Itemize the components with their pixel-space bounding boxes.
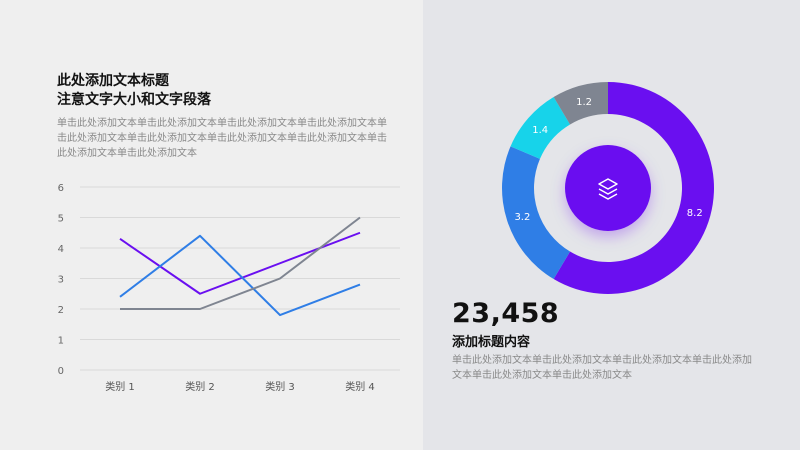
center-circle — [565, 145, 651, 231]
layers-icon-top — [598, 178, 618, 190]
y-tick-label: 5 — [58, 214, 64, 225]
x-tick-label: 类别 1 — [105, 380, 135, 393]
donut-slice-4 — [553, 82, 608, 125]
stat-value: 23,458 — [452, 298, 560, 329]
y-tick-label: 2 — [58, 305, 64, 316]
y-tick-label: 1 — [58, 336, 64, 347]
stat-title: 添加标题内容 — [452, 335, 531, 350]
series-line-1 — [119, 231, 361, 295]
series-line-2 — [119, 234, 361, 317]
layers-icon — [598, 178, 618, 200]
y-tick-label: 4 — [58, 244, 64, 255]
donut-slice-2 — [502, 146, 571, 279]
donut-chart: 8.2 3.2 1.4 1.2 — [502, 82, 714, 294]
slice-label: 8.2 — [687, 208, 703, 219]
left-panel — [0, 0, 423, 450]
series-line-3 — [120, 216, 361, 310]
x-tick-label: 类别 4 — [345, 380, 375, 393]
y-tick-label: 6 — [58, 183, 64, 194]
donut-slice-3 — [510, 97, 571, 159]
x-tick-label: 类别 2 — [185, 380, 215, 393]
y-tick-label: 0 — [58, 366, 64, 377]
title-line-2: 注意文字大小和文字段落 — [57, 92, 211, 108]
x-tick-label: 类别 3 — [265, 380, 295, 393]
y-tick-label: 3 — [58, 275, 64, 286]
slice-label: 3.2 — [514, 212, 530, 223]
stat-description: 单击此处添加文本单击此处添加文本单击此处添加文本单击此处添加文本单击此处添加文本… — [452, 355, 752, 381]
line-chart: 0 1 2 3 4 5 6 类别 1 类别 2 类别 3 类别 4 — [58, 183, 400, 393]
donut-slice-1 — [553, 82, 714, 294]
page-title: 此处添加文本标题 注意文字大小和文字段落 — [57, 72, 211, 110]
layers-icon-bottom — [598, 193, 618, 200]
title-line-1: 此处添加文本标题 — [57, 73, 169, 89]
layers-icon-mid — [598, 188, 618, 195]
description-text: 单击此处添加文本单击此处添加文本单击此处添加文本单击此处添加文本单击此处添加文本… — [57, 118, 387, 159]
slice-label: 1.2 — [576, 97, 592, 108]
slice-label: 1.4 — [532, 125, 548, 136]
